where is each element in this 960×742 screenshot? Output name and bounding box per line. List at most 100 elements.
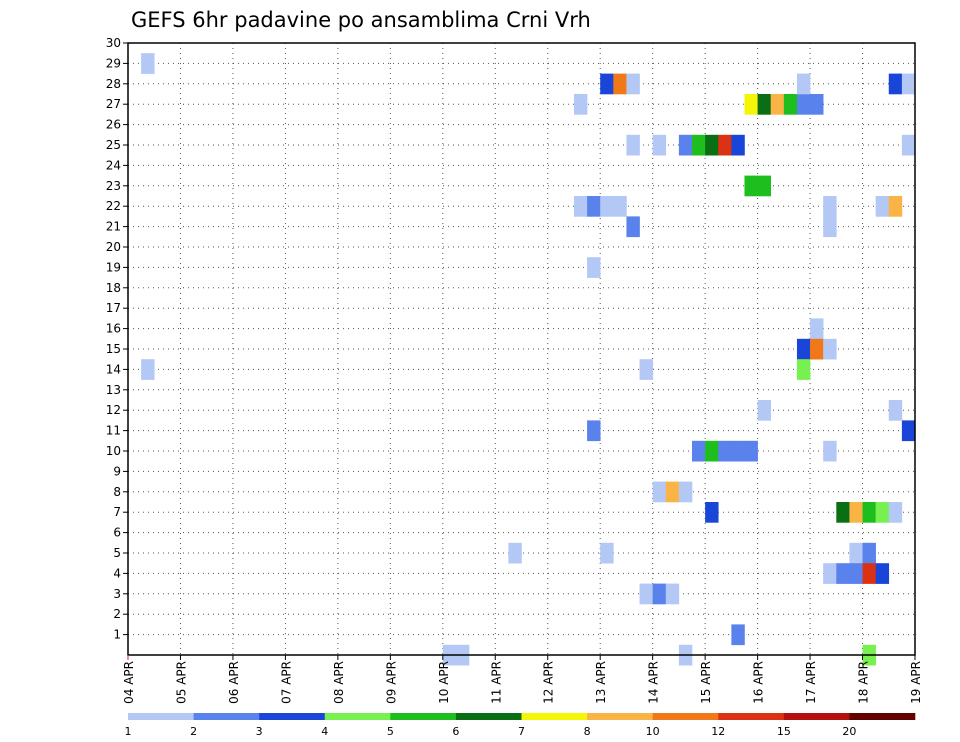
x-tick-label: 15 APR [699,661,713,704]
y-tick-label: 13 [106,383,121,397]
precip-cell [613,73,627,95]
y-tick-label: 1 [113,628,121,642]
y-tick-label: 27 [106,97,121,111]
precip-cell [665,583,680,605]
legend-swatch [455,713,522,720]
precip-cell [888,502,903,523]
precip-cell [692,440,706,462]
precip-cell [901,420,916,442]
y-tick-label: 28 [106,77,121,91]
precip-cell [600,542,614,564]
y-tick-label: 14 [106,362,121,376]
color-legend: 1 2 3 4 5 6 7 8 10 12 15 20 [125,713,916,738]
precip-cell [901,134,916,156]
legend-label: 10 [646,725,660,738]
precip-cell [731,440,745,462]
y-tick-label: 12 [106,403,121,417]
y-tick-label: 18 [106,281,121,295]
x-tick-label: 09 APR [384,661,398,704]
precip-cell [796,359,811,380]
precip-cell [823,338,837,360]
precip-cell [626,73,640,95]
legend-swatch [259,713,326,720]
precip-cell [823,440,837,462]
precip-cell [875,563,890,584]
legend-swatch [390,713,457,720]
legend-label: 2 [190,725,197,738]
precip-cell [705,134,719,156]
precip-cell [613,196,627,217]
precip-cell [626,134,640,156]
precip-cell [678,481,693,503]
x-tick-label: 18 APR [857,661,871,704]
y-tick-label: 24 [106,158,121,172]
precip-cell [849,563,863,584]
precip-cell [678,134,693,156]
precip-cell [810,318,824,340]
chart-title: GEFS 6hr padavine po ansamblima Crni Vrh [131,8,591,32]
y-tick-label: 30 [106,36,121,50]
precip-cell [836,563,850,584]
legend-swatch [521,713,588,720]
precip-cell [796,94,811,115]
legend-label: 5 [387,725,394,738]
y-tick-label: 25 [106,138,121,152]
x-tick-label: 05 APR [174,661,188,704]
legend-swatch [849,713,916,720]
x-tick-label: 19 APR [909,661,923,704]
x-tick-label: 08 APR [332,661,346,704]
y-tick-label: 4 [113,566,121,580]
y-tick-label: 6 [113,526,121,540]
precip-cell [705,502,719,523]
precip-cell [888,196,903,217]
precip-cell [587,420,601,442]
precip-cell [141,359,155,380]
y-tick-label: 3 [113,587,121,601]
precip-cell [573,94,588,115]
precip-cell [823,196,837,217]
legend-swatch [193,713,260,720]
precip-cell [823,563,837,584]
precip-cell [757,94,772,115]
precip-cell [783,94,798,115]
precip-cell [652,583,667,605]
legend-label: 7 [518,725,525,738]
precip-cell [862,563,876,584]
x-tick-label: 14 APR [647,661,661,704]
y-tick-label: 26 [106,118,121,132]
precip-cell [888,73,903,95]
precip-cell [757,400,772,421]
precip-cell [744,94,758,115]
y-tick-label: 22 [106,199,121,213]
precip-cell [888,400,903,421]
precip-cell [692,134,706,156]
x-tick-label: 06 APR [227,661,241,704]
precip-cell [508,542,522,564]
precip-cell [901,73,916,95]
precip-cell [770,94,785,115]
y-tick-label: 20 [106,240,121,254]
x-tick-label: 11 APR [489,661,503,704]
precip-cell [875,502,890,523]
precip-cell [665,481,680,503]
precip-cell [849,542,863,564]
y-tick-label: 21 [106,220,121,234]
x-tick-label: 04 APR [122,661,136,704]
y-tick-label: 15 [106,342,121,356]
precip-cell [849,502,863,523]
legend-label: 20 [842,725,856,738]
legend-label: 1 [125,725,132,738]
y-tick-label: 29 [106,56,121,70]
precip-cell [587,257,601,278]
legend-label: 3 [256,725,263,738]
y-tick-label: 16 [106,322,121,336]
y-axis: 1234567891011121314151617181920212223242… [106,36,128,642]
legend-label: 6 [452,725,459,738]
y-tick-label: 5 [113,546,121,560]
legend-label: 15 [777,725,791,738]
y-tick-label: 9 [113,464,121,478]
precip-cell [705,440,719,462]
y-tick-label: 8 [113,485,121,499]
precip-cell [744,440,758,462]
